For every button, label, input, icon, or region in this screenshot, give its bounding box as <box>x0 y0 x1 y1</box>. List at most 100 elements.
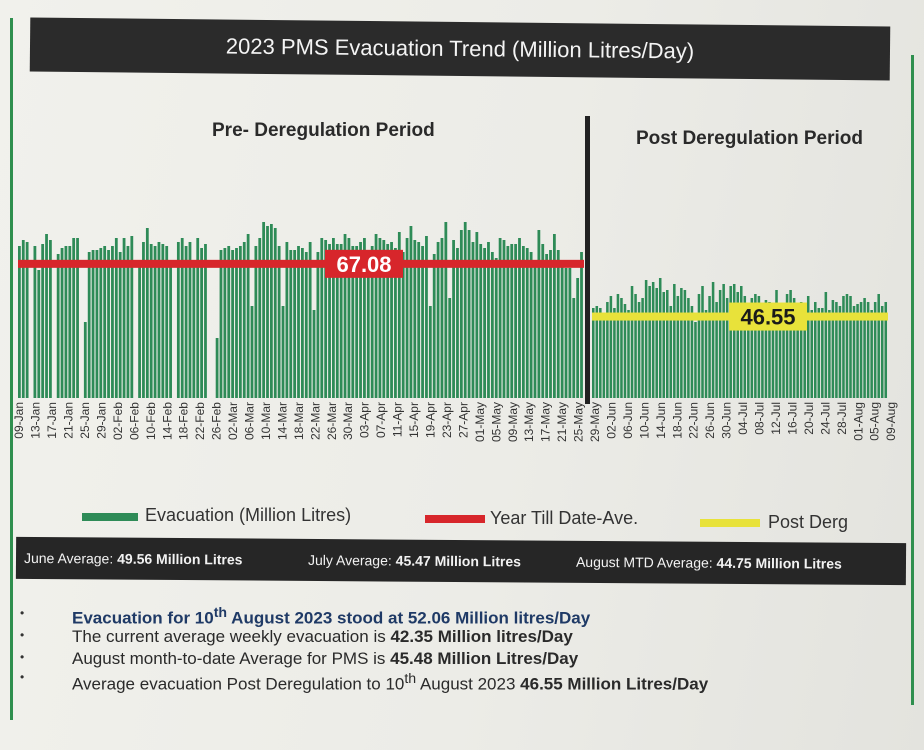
evacuation-bar <box>831 300 835 398</box>
evacuation-bar <box>545 254 549 398</box>
note-1-text: Evacuation for 10 <box>72 608 214 628</box>
evacuation-bar <box>111 246 114 398</box>
july-average-value: 45.47 Million Litres <box>395 552 522 570</box>
x-tick-label: 25-Jan <box>78 402 92 439</box>
evacuation-bar <box>25 242 29 398</box>
evacuation-bar <box>683 290 687 398</box>
august-mtd-average: August MTD Average: 44.75 Million Litres <box>576 554 842 572</box>
note-august-mtd: August month-to-date Average for PMS is … <box>72 649 578 669</box>
x-tick-label: 13-Jan <box>29 402 43 439</box>
evacuation-bar <box>725 298 729 398</box>
deregulation-divider <box>585 116 590 404</box>
evacuation-bar <box>747 312 750 398</box>
evacuation-bar <box>138 262 141 398</box>
evacuation-bar <box>637 302 641 398</box>
evacuation-bar <box>215 338 219 398</box>
evacuation-bar <box>382 240 386 398</box>
evacuation-bar <box>471 242 475 398</box>
note-daily-evacuation: Evacuation for 10th August 2023 stood at… <box>72 605 590 629</box>
note-4-value: 46.55 Million Litres/Day <box>520 674 709 694</box>
legend-post-swatch <box>700 519 760 527</box>
evacuation-bar <box>467 230 471 398</box>
evacuation-bar <box>436 242 440 398</box>
bullet: • <box>20 606 25 620</box>
evacuation-bar <box>666 290 669 398</box>
evacuation-bar <box>180 238 184 398</box>
evacuation-bar <box>609 296 613 398</box>
evacuation-bar <box>483 248 486 398</box>
evacuation-bar <box>320 238 324 398</box>
evacuation-bar <box>852 306 856 398</box>
note-3-text: August month-to-date Average for PMS is <box>72 649 391 668</box>
evacuation-bar <box>620 298 623 398</box>
x-tick-label: 11-Apr <box>391 402 405 437</box>
x-tick-label: 21-Jan <box>62 402 76 439</box>
evacuation-bar <box>238 246 242 398</box>
evacuation-bar <box>41 244 45 398</box>
x-tick-label: 02-Mar <box>226 402 240 440</box>
evacuation-bar <box>363 238 366 398</box>
evacuation-bar <box>708 296 711 398</box>
evacuation-bar <box>72 238 76 398</box>
note-4-sup: th <box>404 671 417 687</box>
x-tick-label: 24-Jul <box>818 402 832 435</box>
evacuation-bar <box>676 296 680 398</box>
evacuation-bar <box>627 310 630 398</box>
evacuation-bar <box>510 244 514 398</box>
evacuation-bar <box>673 284 676 398</box>
x-tick-label: 23-Apr <box>440 402 454 438</box>
evacuation-bar <box>456 248 459 398</box>
post-deregulation-label: Post Deregulation Period <box>636 128 863 149</box>
evacuation-bar <box>351 246 355 398</box>
evacuation-bar <box>390 242 393 398</box>
evacuation-bar <box>824 292 828 398</box>
legend-evacuation-swatch <box>82 513 138 521</box>
evacuation-bar <box>68 246 72 398</box>
x-tick-label: 22-Jun <box>687 402 701 439</box>
evacuation-bar <box>580 252 583 398</box>
evacuation-bar <box>397 232 401 398</box>
evacuation-bar <box>796 308 799 398</box>
left-border-line <box>10 18 13 720</box>
evacuation-bar <box>641 298 644 398</box>
evacuation-bar <box>463 222 467 398</box>
evacuation-bar <box>21 240 25 398</box>
evacuation-bar <box>736 292 740 398</box>
evacuation-bar <box>514 244 518 398</box>
evacuation-bar <box>658 278 662 398</box>
evacuation-bar <box>694 322 697 398</box>
evacuation-bar <box>289 250 293 398</box>
evacuation-bar <box>370 246 374 398</box>
evacuation-bar <box>810 310 814 398</box>
evacuation-bar <box>877 294 880 398</box>
evacuation-bar <box>842 296 845 398</box>
evacuation-bar <box>250 306 254 398</box>
x-tick-label: 02-Feb <box>111 402 125 440</box>
evacuation-bar <box>863 298 866 398</box>
evacuation-bar <box>651 282 655 398</box>
evacuation-bar <box>56 254 60 398</box>
evacuation-bar <box>814 302 817 398</box>
x-tick-label: 18-Mar <box>292 402 306 440</box>
evacuation-bar <box>789 290 792 398</box>
evacuation-bar <box>335 244 339 398</box>
evacuation-bar <box>339 244 343 398</box>
x-tick-label: 03-Apr <box>358 402 372 438</box>
evacuation-bar <box>297 246 300 398</box>
evacuation-bar <box>502 240 506 398</box>
evacuation-bar <box>161 244 165 398</box>
evacuation-bar <box>246 234 250 398</box>
evacuation-bar <box>479 244 483 398</box>
evacuation-bar <box>602 318 606 398</box>
evacuation-bar <box>347 238 351 398</box>
evacuation-bar <box>254 246 258 398</box>
x-tick-label: 05-May <box>489 402 503 442</box>
evacuation-bar <box>849 296 852 398</box>
evacuation-bar <box>775 290 778 398</box>
evacuation-bar <box>258 238 262 398</box>
x-tick-label: 14-Mar <box>275 402 289 440</box>
note-2-value: 42.35 Million litres/Day <box>390 627 573 646</box>
evacuation-bar <box>273 228 277 398</box>
evacuation-bar <box>281 306 285 398</box>
evacuation-bar <box>409 226 413 398</box>
